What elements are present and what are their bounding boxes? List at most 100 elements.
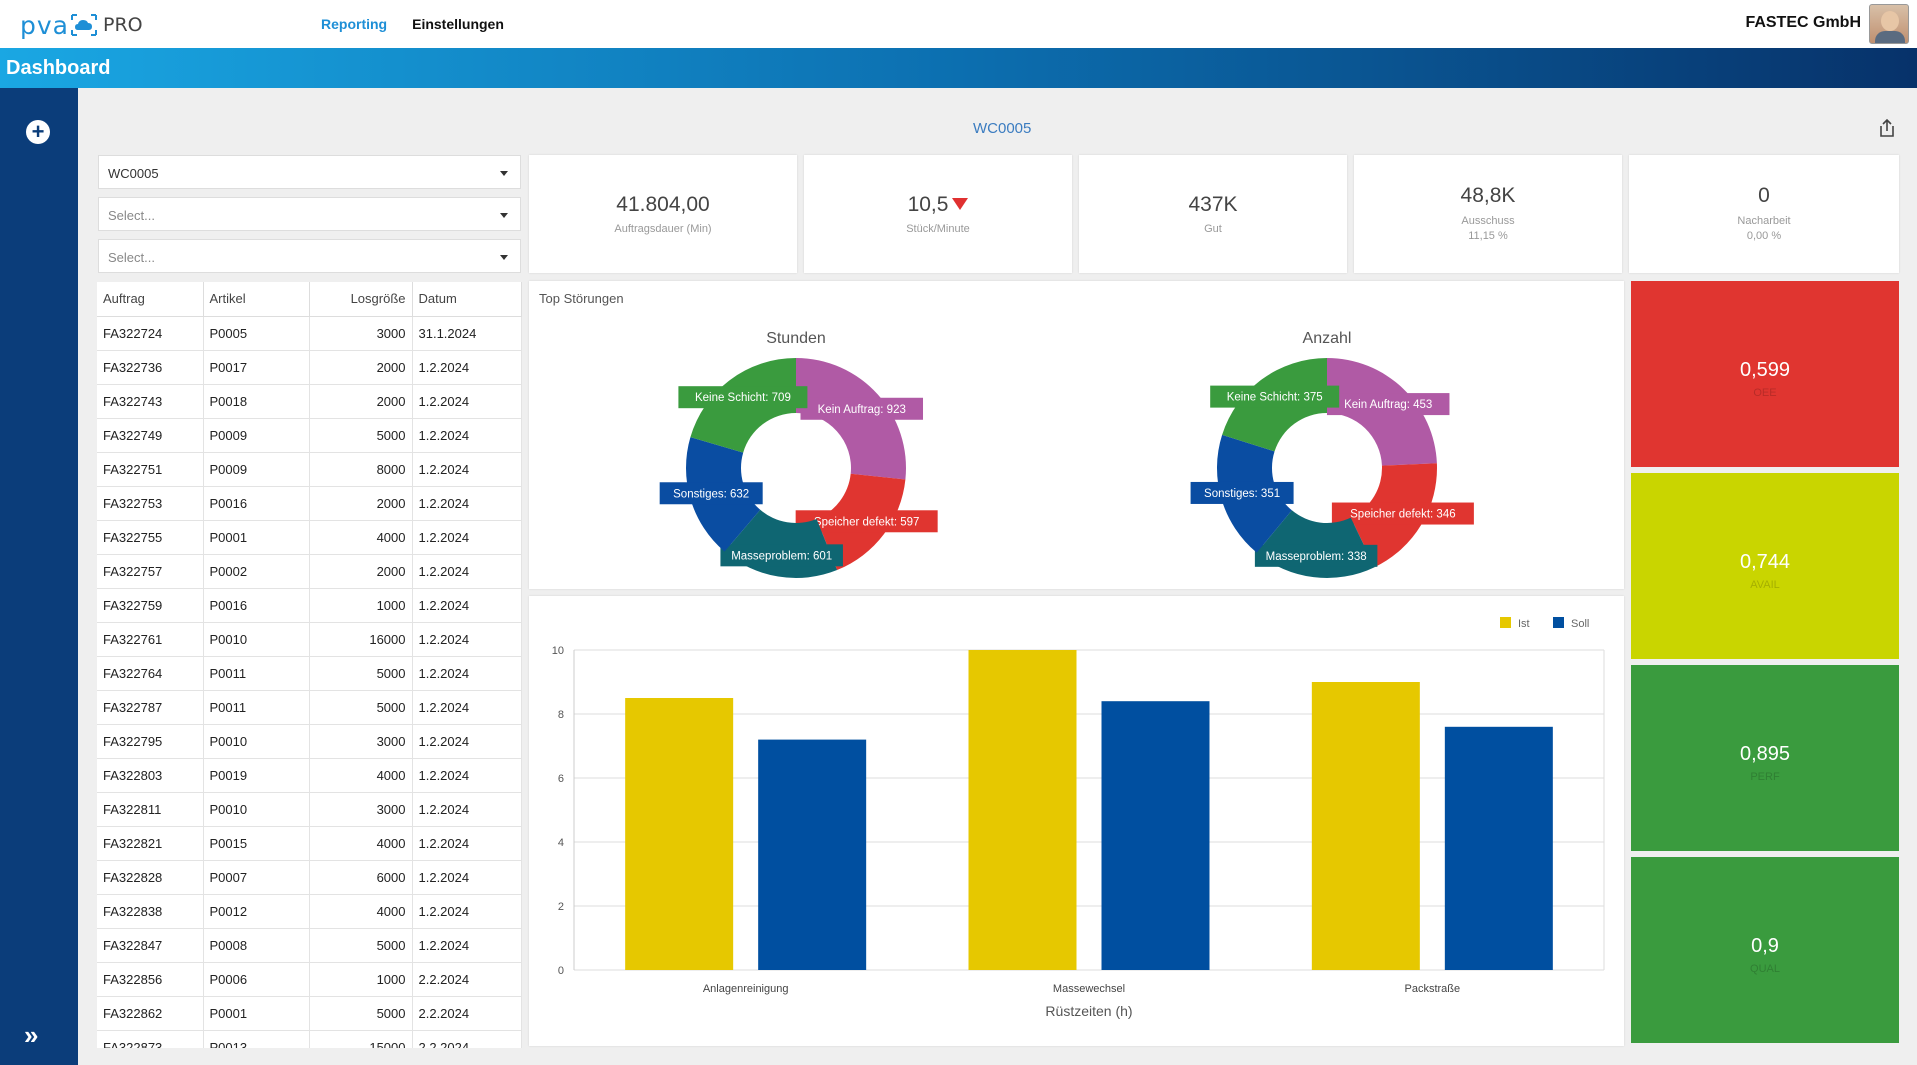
cell-auftrag: FA322743 [97,384,204,419]
x-tick-label: Packstraße [1405,983,1461,995]
cell-auftrag: FA322724 [97,316,204,351]
kpi-label: Gut [1204,223,1222,235]
table-row[interactable]: FA322755 P0001 4000 1.2.2024 [97,520,522,555]
cell-auftrag: FA322828 [97,860,204,895]
table-row[interactable]: FA322749 P0009 5000 1.2.2024 [97,418,522,453]
cell-auftrag: FA322749 [97,418,204,453]
y-tick-label: 0 [558,965,564,977]
app-logo[interactable]: pva PRO [20,10,143,40]
table-row[interactable]: FA322795 P0010 3000 1.2.2024 [97,724,522,759]
bar-ist[interactable] [625,698,734,970]
filter-select-3[interactable]: Select... [98,239,521,273]
bar-soll[interactable] [1101,701,1210,970]
orders-table: Auftrag Artikel Losgröße Datum FA322724 P… [97,282,522,1048]
donut-label: Speicher defekt: 346 [1350,509,1456,521]
bar-ist[interactable] [1311,682,1420,970]
cell-artikel: P0001 [203,520,310,555]
cell-artikel: P0017 [203,350,310,385]
tile-value: 0,9 [1751,935,1779,957]
donut-label-bg [1210,385,1340,408]
kpi-value: 10,5 [907,193,949,216]
bar-ist[interactable] [968,650,1077,970]
table-row[interactable]: FA322757 P0002 2000 1.2.2024 [97,554,522,589]
workcenter-select-value: WC0005 [108,166,159,181]
kpi-value: 48,8K [1460,184,1516,207]
donut-label: Speicher defekt: 597 [814,516,920,528]
table-row[interactable]: FA322753 P0016 2000 1.2.2024 [97,486,522,521]
filter-select-2[interactable]: Select... [98,197,521,231]
nav-einstellungen[interactable]: Einstellungen [412,16,504,32]
table-row[interactable]: FA322838 P0012 4000 1.2.2024 [97,894,522,929]
cell-losgroesse: 5000 [309,928,413,963]
nav-reporting[interactable]: Reporting [321,16,388,32]
donut-label-bg [1331,502,1474,525]
table-row[interactable]: FA322736 P0017 2000 1.2.2024 [97,350,522,385]
cell-artikel: P0010 [203,622,310,657]
share-icon[interactable] [1878,118,1896,138]
kpi-card-auftragsdauer: 41.804,00 Auftragsdauer (Min) [529,155,797,273]
tile-oee[interactable]: 0,599 OEE [1631,281,1899,467]
legend-label[interactable]: Ist [1518,618,1530,630]
cell-datum: 1.2.2024 [412,724,522,759]
cell-auftrag: FA322757 [97,554,204,589]
expand-sidebar-button[interactable]: » [24,1020,39,1050]
cell-artikel: P0019 [203,758,310,793]
kpi-label: Stück/Minute [906,223,970,235]
table-row[interactable]: FA322764 P0011 5000 1.2.2024 [97,656,522,691]
cell-artikel: P0016 [203,588,310,623]
table-row[interactable]: FA322803 P0019 4000 1.2.2024 [97,758,522,793]
kpi-sub: 11,15 % [1468,230,1508,242]
donut-label-bg [678,386,808,409]
cell-artikel: P0009 [203,452,310,487]
bar-soll[interactable] [758,739,867,970]
cell-datum: 1.2.2024 [412,656,522,691]
cell-artikel: P0010 [203,792,310,827]
table-row[interactable]: FA322856 P0006 1000 2.2.2024 [97,962,522,997]
table-row[interactable]: FA322787 P0011 5000 1.2.2024 [97,690,522,725]
table-row[interactable]: FA322811 P0010 3000 1.2.2024 [97,792,522,827]
tile-avail[interactable]: 0,744 AVAIL [1631,473,1899,659]
filter-select-3-placeholder: Select... [108,250,155,265]
y-tick-label: 10 [552,645,564,657]
cell-datum: 2.2.2024 [412,1030,522,1048]
table-row[interactable]: FA322724 P0005 3000 31.1.2024 [97,316,522,351]
cell-auftrag: FA322838 [97,894,204,929]
title-bar: Dashboard [0,48,1917,88]
bar-soll[interactable] [1444,726,1553,970]
workcenter-select[interactable]: WC0005 [98,155,521,189]
add-widget-button[interactable]: + [26,120,50,144]
company-name[interactable]: FASTEC GmbH [1745,14,1861,31]
y-tick-label: 2 [558,901,564,913]
cell-losgroesse: 3000 [309,792,413,827]
disruptions-panel: Top Störungen Stunden Kein Auftrag: 923 Sp… [529,281,1624,589]
column-header-artikel[interactable]: Artikel [203,282,310,317]
donut-label: Keine Schicht: 709 [695,392,791,404]
column-header-datum[interactable]: Datum [412,282,522,317]
table-row[interactable]: FA322847 P0008 5000 1.2.2024 [97,928,522,963]
table-row[interactable]: FA322751 P0009 8000 1.2.2024 [97,452,522,487]
cell-artikel: P0010 [203,724,310,759]
donut-title: Anzahl [1303,330,1352,347]
donut-label: Kein Auftrag: 923 [818,404,906,416]
table-row[interactable]: FA322828 P0007 6000 1.2.2024 [97,860,522,895]
tile-perf[interactable]: 0,895 PERF [1631,665,1899,851]
tile-value: 0,744 [1739,551,1791,573]
legend-swatch [1553,617,1564,628]
table-row[interactable]: FA322821 P0015 4000 1.2.2024 [97,826,522,861]
tile-qual[interactable]: 0,9 QUAL [1631,857,1899,1043]
table-row[interactable]: FA322759 P0016 1000 1.2.2024 [97,588,522,623]
cell-losgroesse: 1000 [309,962,413,997]
legend-label[interactable]: Soll [1571,618,1589,630]
cell-losgroesse: 16000 [309,622,413,657]
user-avatar[interactable] [1869,4,1909,44]
column-header-auftrag[interactable]: Auftrag [97,282,204,317]
cell-datum: 1.2.2024 [412,826,522,861]
cell-datum: 1.2.2024 [412,894,522,929]
cell-artikel: P0011 [203,656,310,691]
table-row[interactable]: FA322862 P0001 5000 2.2.2024 [97,996,522,1031]
cell-losgroesse: 15000 [309,1030,413,1048]
column-header-losgroesse[interactable]: Losgröße [309,282,413,317]
table-row[interactable]: FA322761 P0010 16000 1.2.2024 [97,622,522,657]
table-row[interactable]: FA322743 P0018 2000 1.2.2024 [97,384,522,419]
table-row[interactable]: FA322873 P0013 15000 2.2.2024 [97,1030,522,1048]
